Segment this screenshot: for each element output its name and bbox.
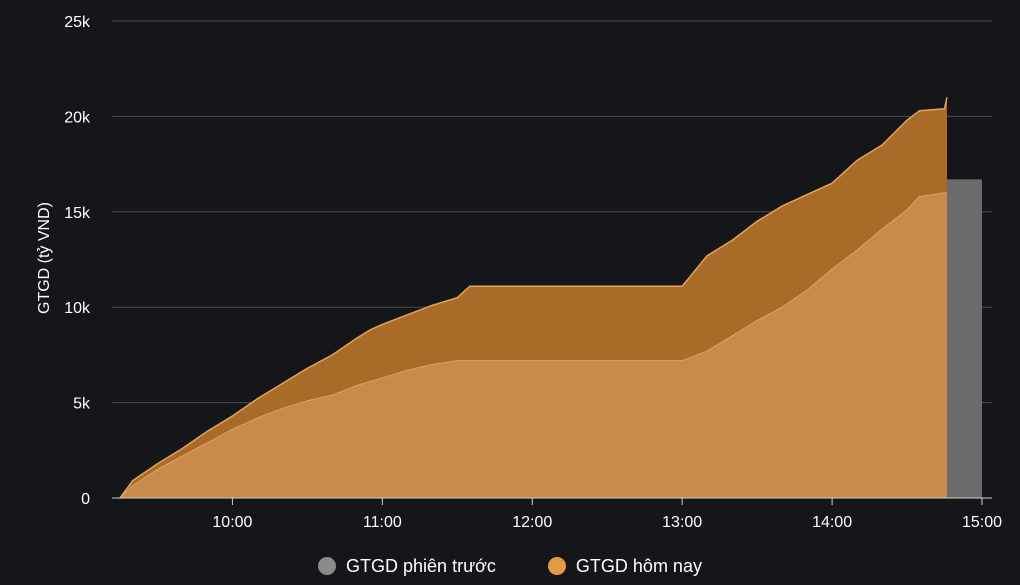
legend-marker-previous [318,557,337,575]
legend: GTGD phiên trước GTGD hôm nay [0,552,1020,580]
legend-marker-today [547,557,566,575]
legend-label-today: GTGD hôm nay [575,555,702,576]
y-tick-label: 25k [64,14,91,31]
x-tick-label: 13:00 [662,514,702,531]
today-lower-area [120,192,948,498]
x-tick-label: 10:00 [212,514,252,531]
legend-item-today[interactable]: GTGD hôm nay [547,555,702,577]
trading-value-chart: 0 5k 10k 15k 20k 25k 10:00 11:00 12:00 13:00 14:0… [36,14,1002,531]
y-tick-label: 15k [64,205,91,222]
y-axis-ticks: 0 5k 10k 15k 20k 25k [64,14,91,508]
x-tick-label: 14:00 [812,514,852,531]
x-tick-label: 12:00 [512,514,552,531]
today-upper-line[interactable] [119,97,948,499]
x-tick-label: 11:00 [363,514,402,531]
today-lower-line[interactable] [119,192,947,499]
previous-session-bar[interactable] [945,179,982,498]
x-axis-ticks: 10:00 11:00 12:00 13:00 14:00 15:00 [212,498,1002,531]
x-tick-label: 15:00 [962,514,1002,531]
series-layer [119,97,982,499]
y-tick-label: 0 [81,491,90,508]
y-axis-title: GTGD (tỷ VND) [36,202,53,314]
y-tick-label: 5k [73,396,91,413]
legend-item-previous-session[interactable]: GTGD phiên trước [318,556,496,577]
y-tick-label: 10k [64,300,91,317]
legend-label-previous: GTGD phiên trước [346,555,496,576]
y-tick-label: 20k [64,109,91,126]
